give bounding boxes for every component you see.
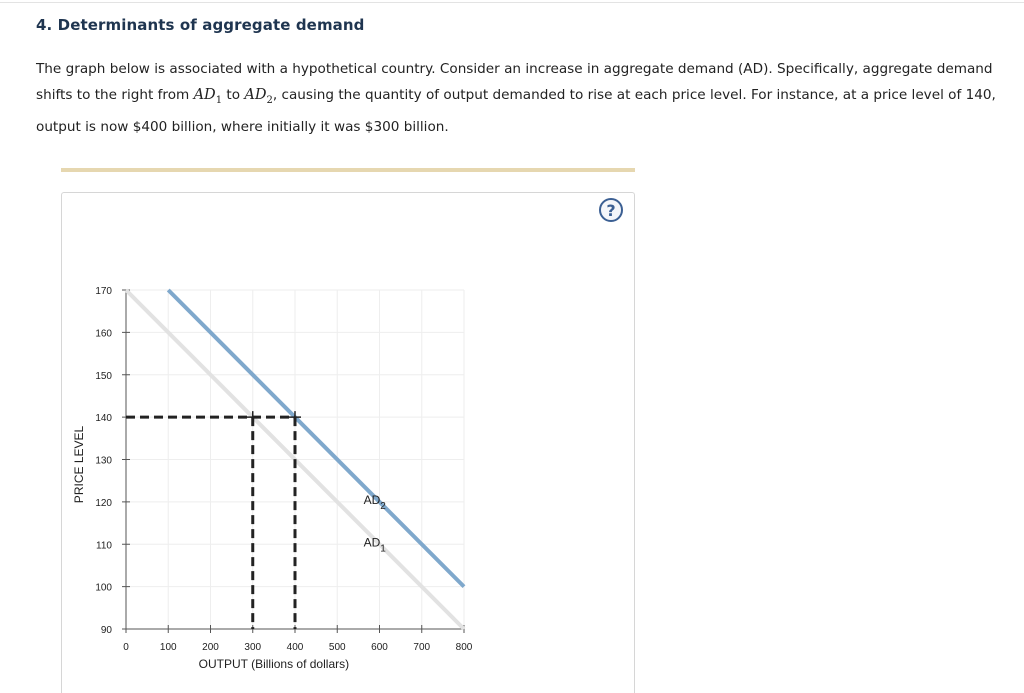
help-icon: ? — [606, 200, 616, 220]
help-button[interactable]: ? — [599, 198, 623, 222]
x-tick-label: 500 — [329, 642, 346, 653]
x-tick-label: 0 — [123, 642, 129, 653]
x-tick-label: 200 — [202, 642, 219, 653]
x-tick-label: 100 — [160, 642, 177, 653]
x-tick-label: 800 — [456, 642, 473, 653]
y-tick-label: 110 — [96, 540, 112, 551]
ad2-label-subscript: 2 — [380, 501, 386, 512]
y-tick-label: 140 — [95, 413, 112, 424]
y-axis-title: PRICE LEVEL — [72, 425, 86, 503]
ad2-symbol: AD2 — [244, 87, 273, 106]
chart-reference-lines — [126, 411, 301, 629]
x-tick-label: 400 — [287, 642, 304, 653]
question-title: 4. Determinants of aggregate demand — [36, 16, 365, 34]
graph-panel — [61, 192, 635, 693]
intro-text-to: to — [222, 87, 245, 103]
x-axis-title: OUTPUT (Billions of dollars) — [199, 657, 349, 671]
y-tick-label: 150 — [95, 371, 112, 382]
ad1-label: AD1 — [364, 535, 387, 554]
ad1-label-subscript: 1 — [380, 543, 386, 554]
x-tick-label: 300 — [244, 642, 261, 653]
ad1-point — [246, 411, 259, 424]
y-tick-label: 160 — [95, 328, 112, 339]
y-tick-label: 100 — [95, 583, 112, 594]
intro-text-2: , causing the quantity of output demande… — [36, 87, 996, 135]
y-tick-label: 120 — [95, 498, 112, 509]
x-tick-label: 700 — [413, 642, 430, 653]
x-tick-label: 600 — [371, 642, 388, 653]
y-tick-label: 130 — [95, 456, 112, 467]
intro-text-1: The graph below is associated with a hyp… — [36, 61, 993, 103]
ad1-symbol: AD1 — [193, 87, 223, 106]
y-tick-label: 170 — [95, 286, 112, 297]
ad2-curve[interactable] — [166, 288, 466, 589]
ad2-label: AD2 — [364, 493, 387, 512]
graph-header-bar — [61, 168, 635, 172]
ad2-point — [289, 411, 301, 424]
top-divider — [0, 2, 1024, 3]
question-intro: The graph below is associated with a hyp… — [36, 56, 1001, 140]
y-tick-label: 90 — [101, 625, 113, 636]
